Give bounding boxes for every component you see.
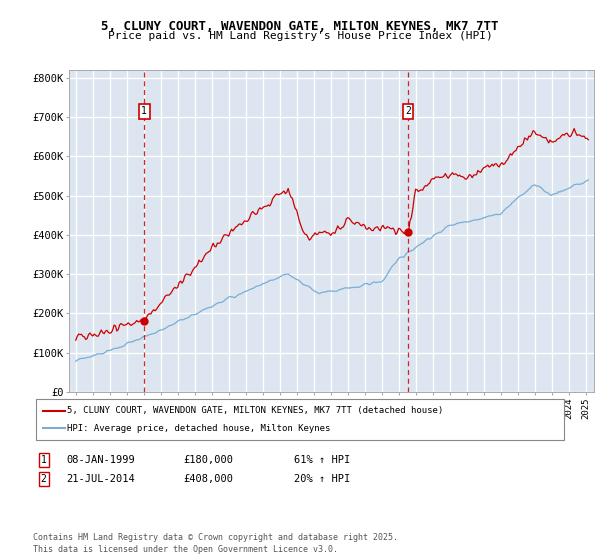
Text: 5, CLUNY COURT, WAVENDON GATE, MILTON KEYNES, MK7 7TT: 5, CLUNY COURT, WAVENDON GATE, MILTON KE… <box>101 20 499 32</box>
Text: 61% ↑ HPI: 61% ↑ HPI <box>294 455 350 465</box>
Text: Price paid vs. HM Land Registry's House Price Index (HPI): Price paid vs. HM Land Registry's House … <box>107 31 493 41</box>
Text: £408,000: £408,000 <box>183 474 233 484</box>
Text: 1: 1 <box>142 106 147 116</box>
Text: 20% ↑ HPI: 20% ↑ HPI <box>294 474 350 484</box>
Text: Contains HM Land Registry data © Crown copyright and database right 2025.
This d: Contains HM Land Registry data © Crown c… <box>33 533 398 554</box>
Text: 08-JAN-1999: 08-JAN-1999 <box>66 455 135 465</box>
Text: HPI: Average price, detached house, Milton Keynes: HPI: Average price, detached house, Milt… <box>67 424 331 433</box>
Text: 1: 1 <box>41 455 47 465</box>
Text: 5, CLUNY COURT, WAVENDON GATE, MILTON KEYNES, MK7 7TT (detached house): 5, CLUNY COURT, WAVENDON GATE, MILTON KE… <box>67 406 443 415</box>
Text: 21-JUL-2014: 21-JUL-2014 <box>66 474 135 484</box>
Text: £180,000: £180,000 <box>183 455 233 465</box>
Text: 2: 2 <box>41 474 47 484</box>
Text: 2: 2 <box>405 106 411 116</box>
